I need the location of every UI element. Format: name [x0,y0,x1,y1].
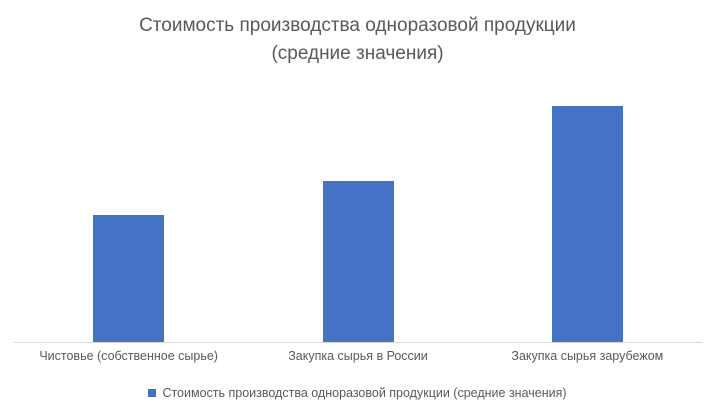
category-axis: Чистовье (собственное сырье) Закупка сыр… [14,349,702,367]
category-label-2: Закупка сырья в России [288,349,428,363]
chart-title-line-1: Стоимость производства одноразовой проду… [139,15,576,36]
legend: Стоимость производства одноразовой проду… [0,386,715,400]
bar-1 [93,215,164,342]
category-label-1: Чистовье (собственное сырье) [39,349,218,363]
category-label-3: Закупка сырья зарубежом [511,349,664,363]
plot-area [14,80,702,343]
chart-title-line-2: (средние значения) [271,43,444,64]
bar-2 [323,181,394,342]
bar-3 [552,106,623,342]
legend-marker-icon [148,389,157,397]
legend-label: Стоимость производства одноразовой проду… [162,386,567,400]
chart-title: Стоимость производства одноразовой проду… [0,12,715,68]
